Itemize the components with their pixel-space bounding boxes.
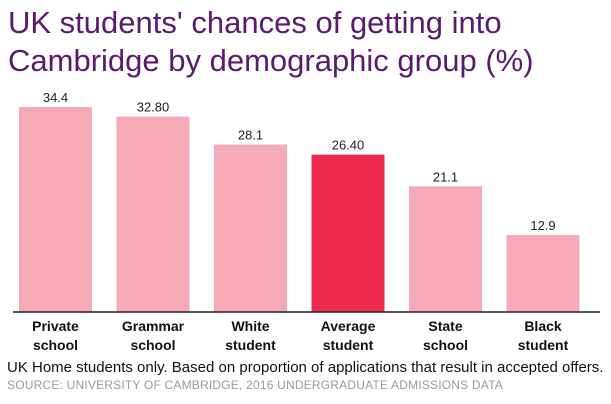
bar-1	[116, 116, 190, 312]
value-label-1: 32.80	[137, 100, 170, 115]
value-label-4: 21.1	[433, 169, 458, 184]
bar-5	[506, 235, 580, 312]
value-label-2: 28.1	[238, 128, 263, 143]
bar-3	[311, 154, 385, 312]
category-label-4: State school	[423, 318, 468, 353]
category-label-0: Private school	[32, 318, 79, 353]
value-label-3: 26.40	[332, 138, 365, 153]
category-label-2: White student	[225, 318, 276, 353]
chart-source: SOURCE: UNIVERSITY OF CAMBRIDGE, 2016 UN…	[7, 378, 503, 392]
category-label-1: Grammar school	[122, 318, 185, 353]
value-label-0: 34.4	[43, 90, 68, 105]
value-label-5: 12.9	[530, 218, 555, 233]
bar-2	[214, 144, 287, 312]
chart-note: UK Home students only. Based on proporti…	[7, 359, 604, 376]
category-label-3: Average student	[321, 318, 376, 353]
bars-group: 34.4 Private school 32.80 Grammar school 28.1 W…	[19, 90, 580, 353]
category-label-5: Black student	[518, 318, 569, 353]
chart-title: UK students' chances of getting into Cam…	[8, 5, 534, 78]
bar-0	[19, 107, 92, 312]
bar-4	[409, 186, 482, 312]
